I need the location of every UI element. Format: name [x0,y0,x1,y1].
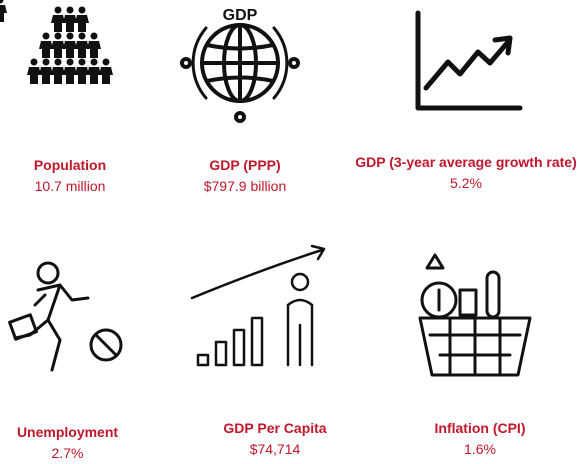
gdp-badge: GDP [223,7,258,24]
label: Inflation (CPI) [410,418,550,439]
icons: GDP [0,0,577,463]
gdp-per-capita: GDP Per Capita$74,714 [195,418,355,460]
label: GDP (3-year average growth rate) [355,152,577,173]
population-icon [0,0,113,84]
label: Unemployment [0,422,135,443]
gdp-icon: GDP [182,7,298,121]
gdp-ppp: GDP (PPP)$797.9 billion [170,155,320,197]
value: 1.6% [410,439,550,460]
value: $797.9 billion [170,176,320,197]
inflation: Inflation (CPI)1.6% [410,418,550,460]
value: 5.2% [355,173,577,194]
growth-icon [418,13,520,108]
per-capita-icon [192,246,324,365]
label: Population [0,155,140,176]
gdp-growth: GDP (3-year average growth rate)5.2% [355,152,577,194]
label: GDP (PPP) [170,155,320,176]
value: $74,714 [195,439,355,460]
value: 2.7% [0,443,135,464]
inflation-icon [420,255,530,375]
value: 10.7 million [0,176,140,197]
unemployment-icon [10,263,121,370]
page: GDP Population10.7 million GDP (PPP)$797… [0,0,577,463]
label: GDP Per Capita [195,418,355,439]
